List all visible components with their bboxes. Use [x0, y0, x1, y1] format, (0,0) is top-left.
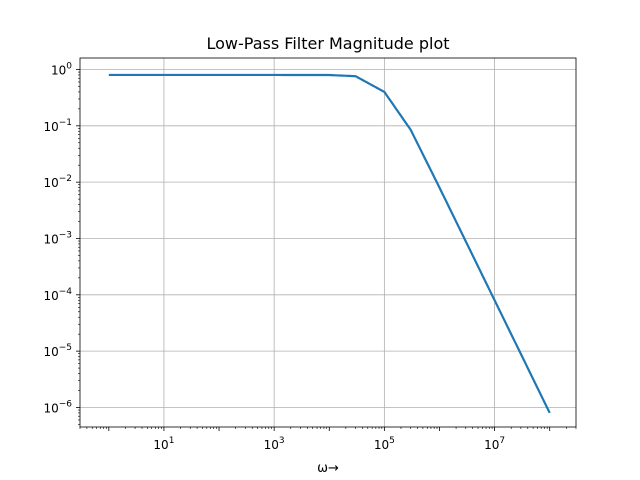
x-axis-label: ω→ — [317, 461, 339, 476]
series-layer — [108, 73, 551, 414]
y-tick-label: 10−2 — [43, 174, 72, 190]
x-tick-label: 103 — [264, 436, 285, 452]
ticks-layer: 101 103 105 107 100 10−1 10−2 10−3 10−4 10−5 10−6 — [43, 61, 577, 452]
grid-layer — [80, 58, 576, 427]
chart-title: Low-Pass Filter Magnitude plot — [207, 34, 450, 53]
x-tick-label: 107 — [484, 436, 505, 452]
y-tick-label: 10−4 — [43, 287, 72, 303]
y-tick-label: 10−3 — [43, 230, 72, 246]
series-line — [108, 73, 551, 414]
y-tick-label: 10−6 — [43, 399, 72, 415]
y-tick-label: 10−5 — [43, 343, 72, 359]
y-tick-label: 100 — [51, 61, 72, 77]
x-tick-label: 101 — [153, 436, 174, 452]
x-tick-label: 105 — [374, 436, 395, 452]
plot-frame — [79, 57, 577, 428]
y-tick-label: 10−1 — [43, 118, 72, 134]
